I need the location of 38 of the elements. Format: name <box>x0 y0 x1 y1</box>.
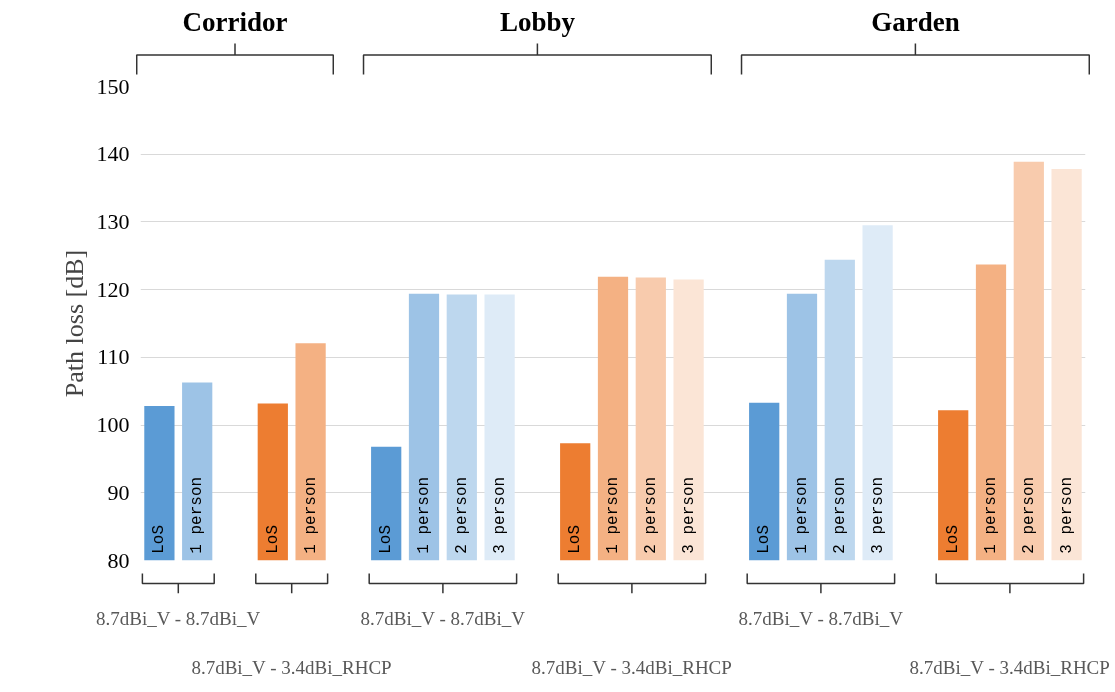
text: 8.7dBi_V - 8.7dBi_V <box>360 607 526 629</box>
y-tick-label: 130 <box>96 208 130 234</box>
x-tick-label: 2 person <box>1019 476 1038 554</box>
x-tick-label: LoS <box>263 524 282 554</box>
x-tick-label: LoS <box>944 524 963 554</box>
text: 8.7dBi_V - 3.4dBi_RHCP <box>909 657 1110 679</box>
text: 8.7dBi_V - 8.7dBi_V <box>95 607 261 629</box>
y-tick-label: 100 <box>96 412 130 438</box>
y-tick-label: 140 <box>96 141 130 167</box>
x-tick-label: 3 person <box>679 476 698 554</box>
x-tick-label: 3 person <box>868 476 887 554</box>
x-tick-label: 2 person <box>452 476 471 554</box>
y-axis-title: Path loss [dB] <box>59 249 89 398</box>
x-tick-label: 1 person <box>415 476 433 554</box>
x-tick-label: 1 person <box>188 476 207 554</box>
x-tick-label: LoS <box>755 524 774 554</box>
x-tick-label: 2 person <box>830 476 849 554</box>
y-tick-label: 120 <box>96 276 130 302</box>
text: 8.7dBi_V - 8.7dBi_V <box>738 607 904 629</box>
x-tick-label: 1 person <box>793 476 811 554</box>
x-tick-label: LoS <box>377 524 396 554</box>
x-tick-label: 3 person <box>490 476 509 554</box>
x-tick-label: 1 person <box>604 476 622 554</box>
text: Lobby <box>499 7 576 38</box>
y-tick-label: 150 <box>96 73 130 99</box>
x-tick-label: 1 person <box>982 476 1000 554</box>
y-tick-label: 90 <box>107 479 130 505</box>
text: 8.7dBi_V - 3.4dBi_RHCP <box>531 657 732 679</box>
x-tick-label: 1 person <box>301 476 320 554</box>
x-tick-label: LoS <box>566 524 585 554</box>
text: 8.7dBi_V - 3.4dBi_RHCP <box>191 657 392 679</box>
y-tick-label: 80 <box>107 547 130 573</box>
y-tick-label: 110 <box>97 344 130 370</box>
x-tick-label: 2 person <box>641 476 660 554</box>
text: Corridor <box>182 7 288 38</box>
x-tick-label: 3 person <box>1057 476 1076 554</box>
text: Garden <box>871 7 960 38</box>
x-tick-label: LoS <box>150 524 169 554</box>
